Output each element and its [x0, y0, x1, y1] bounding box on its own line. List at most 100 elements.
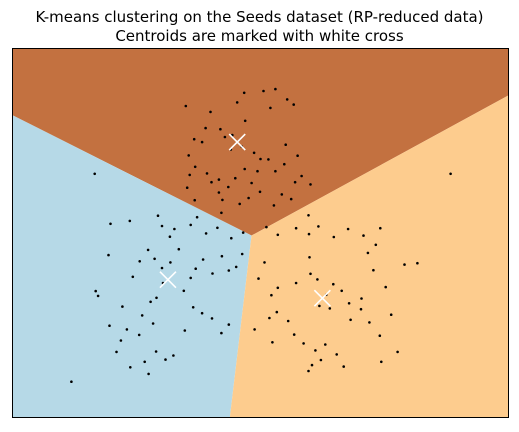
chart-title: K-means clustering on the Seeds dataset …: [35, 8, 484, 26]
data-point: [201, 258, 205, 261]
data-point: [283, 162, 286, 166]
data-point: [372, 268, 375, 272]
data-point: [314, 349, 317, 352]
data-point: [332, 235, 336, 239]
data-point: [324, 343, 327, 346]
data-point: [151, 322, 155, 325]
data-point: [319, 358, 323, 362]
data-point: [269, 106, 272, 110]
cluster-region-3: [229, 95, 508, 417]
data-point: [220, 211, 223, 215]
data-point: [129, 366, 132, 369]
data-point: [173, 227, 176, 231]
data-point: [289, 197, 293, 201]
data-point: [177, 247, 181, 251]
data-point: [366, 251, 370, 255]
data-point: [238, 202, 241, 206]
data-point: [94, 289, 97, 293]
data-point: [360, 297, 363, 300]
data-point: [149, 300, 152, 304]
data-point: [169, 261, 172, 264]
data-point: [172, 354, 175, 357]
data-point: [285, 98, 289, 101]
data-point: [243, 119, 247, 123]
data-point: [302, 342, 305, 345]
data-point: [217, 178, 221, 181]
data-point: [300, 174, 303, 178]
data-point: [243, 167, 246, 171]
data-point: [235, 101, 239, 104]
data-point: [155, 296, 158, 300]
data-point: [221, 198, 224, 202]
data-point: [286, 319, 290, 323]
data-point: [403, 263, 406, 266]
data-point: [240, 252, 244, 256]
data-point: [378, 334, 382, 338]
data-point: [193, 165, 197, 169]
data-point: [253, 328, 256, 331]
data-point: [164, 358, 167, 361]
data-point: [187, 154, 190, 157]
data-point: [192, 137, 196, 141]
data-point: [220, 331, 223, 335]
data-point: [276, 233, 280, 237]
data-point: [258, 190, 262, 194]
data-point: [241, 231, 245, 234]
data-point: [137, 333, 141, 337]
chart-subtitle: Centroids are marked with white cross: [115, 27, 404, 45]
data-point: [156, 214, 160, 217]
data-point: [265, 225, 268, 229]
data-point: [318, 304, 321, 308]
data-point: [346, 227, 350, 231]
data-point: [271, 341, 274, 344]
data-point: [119, 339, 123, 342]
data-point: [349, 318, 352, 322]
data-point: [307, 369, 310, 373]
data-point: [309, 272, 312, 276]
data-point: [185, 186, 189, 189]
data-point: [284, 143, 288, 146]
data-point: [379, 226, 382, 230]
data-point: [234, 265, 238, 269]
cluster-region-1: [13, 49, 508, 236]
data-point: [125, 328, 129, 331]
data-point: [115, 350, 118, 354]
data-point: [268, 316, 271, 320]
data-point: [389, 313, 393, 317]
data-point: [362, 234, 365, 237]
data-point: [294, 226, 298, 230]
data-point: [168, 235, 172, 238]
data-point: [210, 180, 213, 184]
data-point: [205, 172, 209, 175]
data-point: [140, 314, 144, 317]
data-point: [183, 329, 187, 332]
data-point: [131, 275, 135, 279]
data-point: [310, 363, 314, 367]
data-point: [342, 365, 346, 368]
data-point: [272, 204, 276, 207]
data-point: [274, 87, 277, 91]
data-point: [292, 103, 296, 106]
data-point: [121, 305, 124, 308]
data-point: [307, 232, 311, 236]
data-point: [257, 277, 260, 280]
centroid-marker-1: [228, 133, 246, 151]
data-point: [220, 254, 224, 258]
data-point: [204, 232, 208, 235]
data-point: [250, 181, 253, 185]
data-point: [347, 302, 351, 305]
data-point: [380, 360, 383, 364]
data-point: [219, 127, 222, 131]
data-point: [209, 110, 212, 114]
data-point: [128, 219, 132, 223]
data-point: [374, 243, 378, 247]
data-point: [109, 222, 112, 226]
data-point: [262, 89, 265, 93]
data-point: [292, 333, 296, 336]
data-point: [449, 172, 452, 176]
data-point: [340, 289, 344, 293]
data-point: [270, 293, 273, 297]
data-point: [308, 255, 311, 259]
data-point: [252, 151, 256, 155]
data-point: [416, 261, 419, 265]
